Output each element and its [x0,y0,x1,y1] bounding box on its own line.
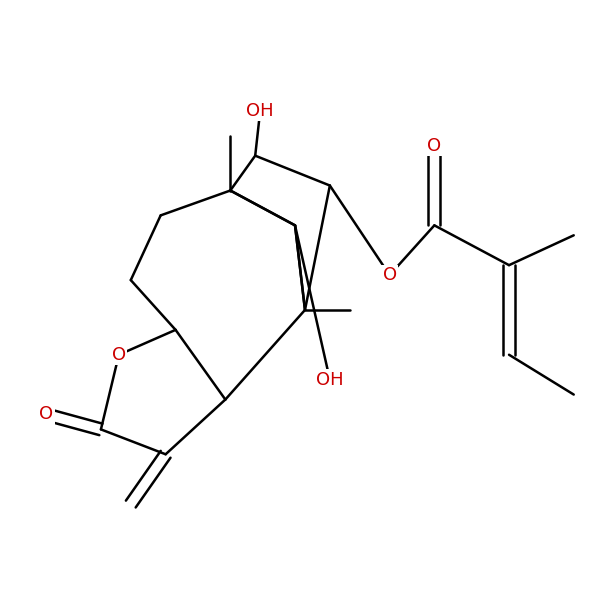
Text: O: O [427,137,442,155]
Text: OH: OH [316,371,344,389]
Text: O: O [112,346,126,364]
Text: OH: OH [247,102,274,120]
Text: O: O [383,266,397,284]
Text: O: O [39,406,53,424]
